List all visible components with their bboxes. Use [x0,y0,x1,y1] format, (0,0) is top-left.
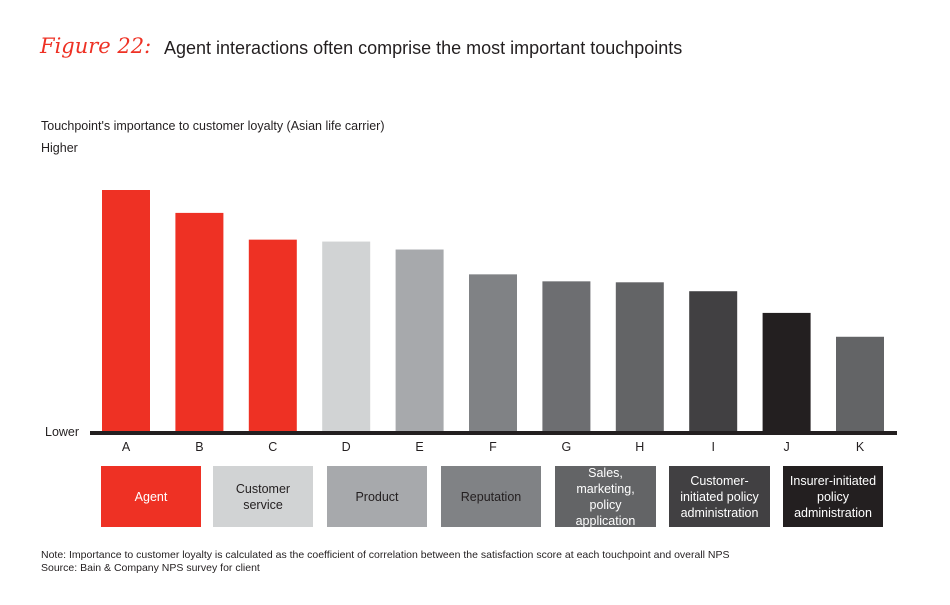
legend-label: Sales, marketing, policy application [575,465,636,528]
x-tick-label: C [268,440,277,454]
bar-C [248,239,297,431]
bar-chart: A B C D E F G H I J K [90,190,897,454]
x-tick-label: B [195,440,203,454]
bar-H [615,282,664,431]
x-tick-label: F [489,440,497,454]
bar-G [542,281,591,431]
legend-item: Product [327,466,427,527]
x-tick-label: I [711,440,714,454]
x-tick-label: D [342,440,351,454]
figure-label: Figure 22: [40,34,152,58]
bar-D [322,241,371,431]
note-text: Note: Importance to customer loyalty is … [41,549,730,561]
legend-item: Reputation [441,466,541,527]
legend-label: Reputation [460,489,522,504]
legend-item: Agent [101,466,201,527]
x-tick-label: G [562,440,572,454]
bar-B [175,212,224,431]
legend-label: Insurer-initiated policy administration [789,473,877,520]
footnote: Note: Importance to customer loyalty is … [41,549,730,575]
legend-item: Sales, marketing, policy application [555,465,656,528]
bar-J [762,312,811,431]
x-tick-label: K [856,440,865,454]
x-tick-label: J [783,440,789,454]
bar-K [836,336,884,431]
bar-E [395,249,444,431]
bar-A [102,190,150,431]
y-axis-label: Touchpoint's importance to customer loya… [41,119,385,133]
bar-F [469,274,517,431]
y-low-label: Lower [45,425,80,439]
legend-item: Customer-initiated policy administration [669,466,770,527]
legend-label: Customer-initiated policy administration [680,473,759,520]
bar-I [689,291,738,431]
source-text: Source: Bain & Company NPS survey for cl… [41,562,260,574]
legend-item: Customer service [213,466,313,527]
legend-item: Insurer-initiated policy administration [783,466,883,527]
x-tick-label: A [122,440,131,454]
chart-title: Agent interactions often comprise the mo… [164,38,683,58]
y-high-label: Higher [41,141,78,155]
x-axis-line [90,431,897,435]
legend-label: Customer service [235,481,291,512]
x-tick-label: E [415,440,423,454]
legend-label: Product [355,489,399,504]
legend-label: Agent [134,489,168,504]
x-tick-label: H [635,440,644,454]
